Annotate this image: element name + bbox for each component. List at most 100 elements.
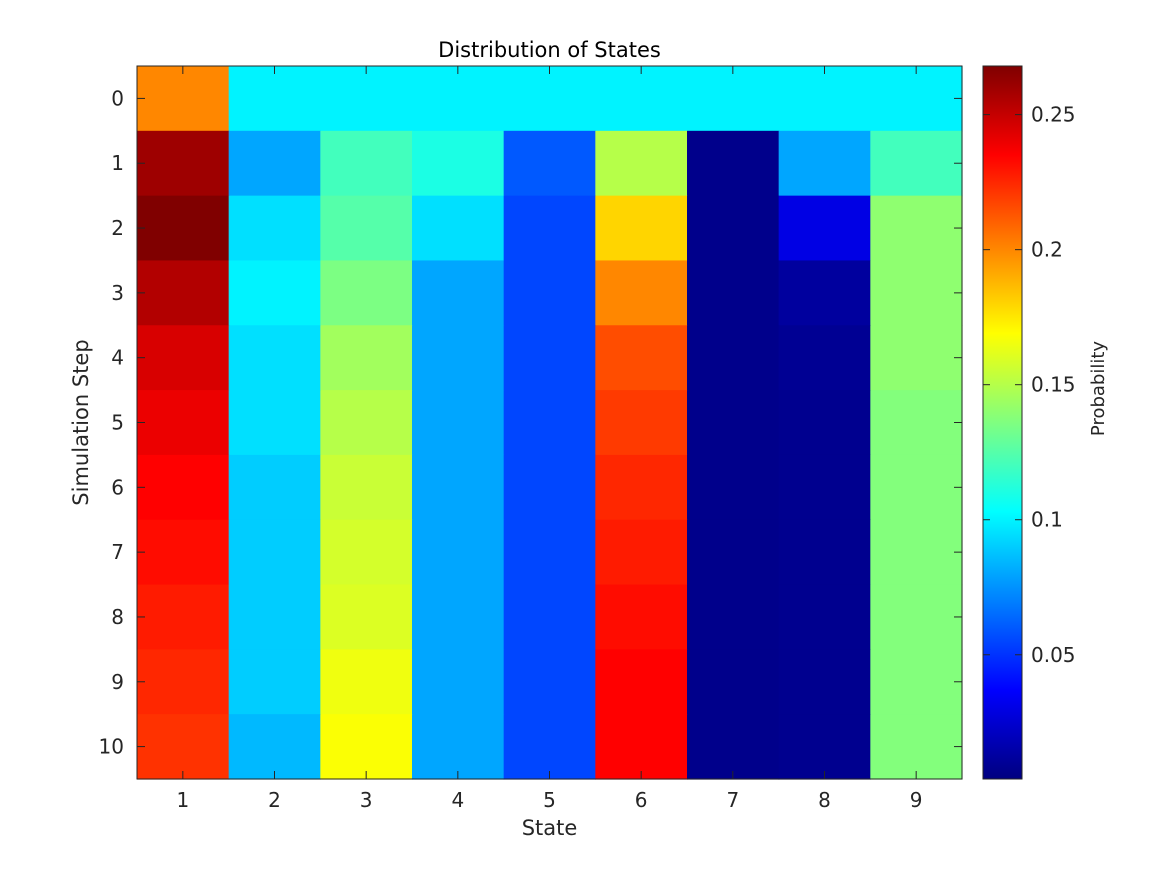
heatmap-cell: [320, 66, 413, 132]
y-tick-label: 0: [111, 86, 124, 110]
heatmap-cell: [778, 454, 871, 521]
heatmap-cell: [595, 325, 688, 391]
heatmap-cell: [778, 584, 871, 650]
heatmap-cell: [778, 390, 871, 456]
heatmap-cell: [412, 584, 505, 650]
y-tick-label: 10: [99, 735, 124, 759]
y-axis-ticks: 0 1 2 3 4 5 6 7 8 9 10: [99, 86, 962, 759]
heatmap-cell: [503, 325, 596, 391]
heatmap-cell: [137, 66, 230, 132]
heatmap-cell: [412, 519, 505, 586]
heatmap-cell: [137, 454, 230, 521]
heatmap-cell: [503, 195, 596, 262]
x-tick-label: 2: [268, 788, 281, 812]
heatmap-cell: [595, 195, 688, 262]
heatmap-cell: [503, 714, 596, 780]
y-tick-label: 9: [111, 670, 124, 694]
x-tick-label: 8: [818, 788, 831, 812]
heatmap-cell: [870, 714, 963, 780]
heatmap-cell: [870, 649, 963, 715]
y-tick-label: 2: [111, 216, 124, 240]
heatmap-cell: [137, 519, 230, 586]
heatmap-cell: [778, 260, 871, 326]
heatmap-cell: [687, 66, 780, 132]
heatmap-cell: [503, 66, 596, 132]
heatmap-cell: [228, 260, 321, 326]
heatmap-cell: [870, 130, 963, 197]
heatmap-cell: [137, 390, 230, 456]
heatmap-cell: [503, 519, 596, 586]
y-tick-label: 4: [111, 346, 124, 370]
heatmap-cell: [778, 195, 871, 262]
y-tick-label: 7: [111, 540, 124, 564]
colorbar-tick-label: 0.2: [1031, 238, 1063, 262]
x-tick-label: 1: [176, 788, 189, 812]
heatmap-cell: [595, 584, 688, 650]
y-axis-label: Simulation Step: [69, 339, 93, 505]
y-tick-label: 5: [111, 411, 124, 435]
heatmap-cell: [595, 66, 688, 132]
heatmap-cell: [320, 130, 413, 197]
chart-title: Distribution of States: [438, 38, 661, 62]
heatmap-cell: [320, 325, 413, 391]
heatmap-cell: [137, 130, 230, 197]
heatmap-cell: [595, 519, 688, 586]
heatmap-cell: [595, 454, 688, 521]
heatmap-cell: [228, 649, 321, 715]
colorbar-frame: [982, 65, 1023, 780]
y-tick-label: 3: [111, 281, 124, 305]
heatmap-cell: [595, 649, 688, 715]
heatmap-cell: [687, 454, 780, 521]
colorbar-tick-label: 0.25: [1031, 103, 1076, 127]
x-axis-label: State: [522, 816, 578, 840]
heatmap-cell: [228, 584, 321, 650]
heatmap-cell: [870, 390, 963, 456]
heatmap-cells: [137, 66, 963, 780]
heatmap-cell: [320, 714, 413, 780]
heatmap-cell: [137, 584, 230, 650]
heatmap-cell: [687, 390, 780, 456]
heatmap-cell: [228, 519, 321, 586]
heatmap-cell: [228, 195, 321, 262]
heatmap-cell: [503, 649, 596, 715]
heatmap-cell: [870, 66, 963, 132]
heatmap-cell: [320, 195, 413, 262]
x-axis-ticks: 1 2 3 4 5 6 7 8 9: [176, 66, 923, 812]
heatmap-cell: [778, 519, 871, 586]
heatmap-cell: [870, 519, 963, 586]
heatmap-cell: [687, 130, 780, 197]
heatmap-cell: [137, 195, 230, 262]
colorbar-label: Probability: [1088, 341, 1109, 436]
heatmap-cell: [687, 584, 780, 650]
heatmap-cell: [412, 454, 505, 521]
x-tick-label: 5: [543, 788, 556, 812]
colorbar: [983, 66, 1022, 779]
heatmap-cell: [412, 325, 505, 391]
colorbar-ticks: 0.05 0.1 0.15 0.2 0.25: [983, 103, 1076, 667]
colorbar-tick-label: 0.1: [1031, 508, 1063, 532]
heatmap-cell: [778, 714, 871, 780]
heatmap-cell: [320, 454, 413, 521]
heatmap-cell: [595, 714, 688, 780]
heatmap-cell: [595, 260, 688, 326]
heatmap-cell: [687, 519, 780, 586]
heatmap-cell: [778, 325, 871, 391]
heatmap-cell: [412, 130, 505, 197]
heatmap-cell: [228, 454, 321, 521]
x-tick-label: 3: [360, 788, 373, 812]
heatmap-cell: [137, 325, 230, 391]
heatmap-cell: [503, 130, 596, 197]
heatmap-cell: [412, 260, 505, 326]
heatmap-cell: [870, 584, 963, 650]
heatmap-cell: [228, 130, 321, 197]
heatmap-cell: [228, 325, 321, 391]
heatmap-cell: [778, 130, 871, 197]
heatmap-cell: [412, 714, 505, 780]
heatmap-cell: [412, 195, 505, 262]
heatmap-cell: [687, 714, 780, 780]
heatmap-cell: [412, 66, 505, 132]
heatmap-cell: [595, 390, 688, 456]
heatmap-cell: [503, 260, 596, 326]
heatmap-cell: [778, 66, 871, 132]
